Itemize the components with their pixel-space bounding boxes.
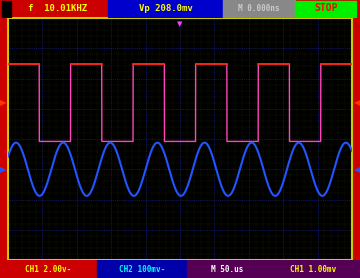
Bar — [187, 260, 266, 278]
Text: ▶: ▶ — [0, 165, 6, 174]
Text: ▼: ▼ — [177, 22, 183, 28]
Text: ◀: ◀ — [354, 98, 360, 107]
Bar — [295, 1, 356, 17]
Text: Vp 208.0mv: Vp 208.0mv — [139, 4, 193, 13]
Text: M 50.us: M 50.us — [211, 264, 243, 274]
Text: CH1 2.00v-: CH1 2.00v- — [26, 264, 72, 274]
Text: M 0.000ns: M 0.000ns — [238, 4, 280, 13]
Bar — [108, 0, 223, 18]
Bar — [266, 260, 360, 278]
Bar — [2, 1, 11, 17]
Text: f  10.01KHZ: f 10.01KHZ — [28, 4, 87, 13]
Text: ◀: ◀ — [354, 165, 360, 174]
Bar — [223, 0, 295, 18]
Text: CH1 1.00mv: CH1 1.00mv — [290, 264, 336, 274]
Text: ▶: ▶ — [0, 98, 6, 107]
Bar — [0, 260, 97, 278]
Text: STOP: STOP — [314, 3, 338, 13]
Text: CH2 100mv-: CH2 100mv- — [119, 264, 165, 274]
Bar — [97, 260, 187, 278]
